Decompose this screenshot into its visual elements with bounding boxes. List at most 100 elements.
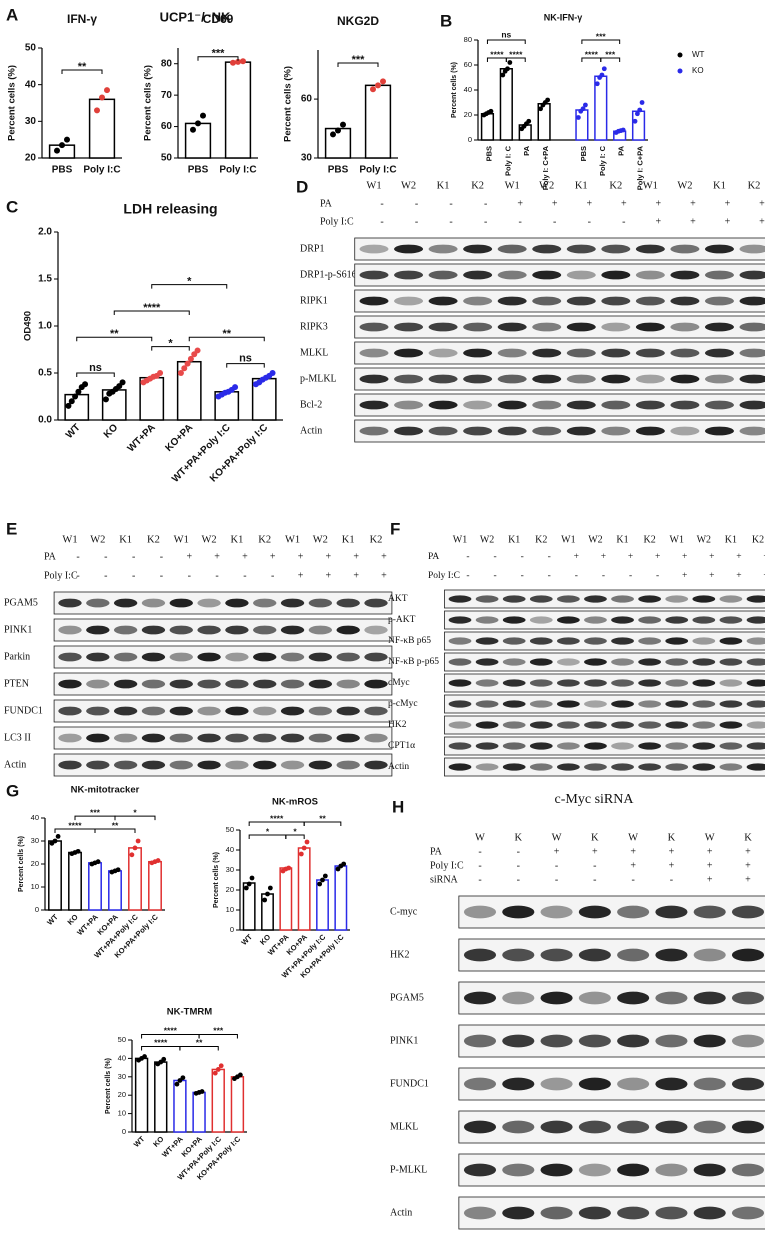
condition-sign: - bbox=[593, 860, 596, 871]
y-tick-label: 30 bbox=[31, 836, 39, 845]
band bbox=[463, 1034, 497, 1048]
lane-label: W bbox=[552, 832, 562, 843]
condition-sign: + bbox=[214, 551, 220, 562]
condition-sign: + bbox=[586, 198, 592, 209]
band bbox=[394, 400, 424, 410]
band bbox=[635, 296, 665, 306]
y-axis-label: OD490 bbox=[23, 311, 34, 341]
band bbox=[693, 948, 726, 962]
data-point bbox=[72, 393, 79, 400]
band bbox=[463, 296, 493, 306]
band bbox=[169, 625, 193, 635]
y-tick-label: 40 bbox=[226, 845, 234, 854]
band bbox=[169, 652, 193, 662]
band-label: PINK1 bbox=[390, 1035, 418, 1046]
band bbox=[655, 1034, 688, 1048]
band bbox=[86, 679, 110, 689]
chart: NK-IFN-γ 0 20 40 60 80 Percent cells (%) PBS Pol… bbox=[451, 12, 705, 190]
band bbox=[611, 616, 634, 624]
x-tick-label: Poly I: C+PA bbox=[541, 145, 550, 190]
band bbox=[665, 637, 689, 645]
band bbox=[308, 598, 333, 608]
band bbox=[463, 400, 493, 410]
band bbox=[502, 1077, 535, 1091]
band bbox=[253, 652, 277, 662]
band bbox=[280, 706, 305, 716]
band bbox=[502, 763, 526, 771]
y-tick-label: 50 bbox=[226, 825, 234, 834]
data-point bbox=[634, 111, 640, 117]
condition-sign: - bbox=[602, 571, 605, 581]
band bbox=[58, 760, 82, 770]
band bbox=[746, 679, 765, 687]
lane-label: W1 bbox=[62, 534, 77, 545]
band bbox=[611, 700, 634, 708]
band bbox=[655, 1077, 688, 1091]
data-point bbox=[212, 1070, 218, 1076]
band bbox=[428, 400, 458, 410]
band bbox=[428, 244, 458, 254]
condition-sign: - bbox=[132, 570, 135, 581]
panel-label: E bbox=[6, 519, 17, 538]
x-tick-label: WT+PA bbox=[75, 912, 100, 937]
condition-sign: + bbox=[725, 198, 731, 209]
chart-title: NK-IFN-γ bbox=[544, 12, 583, 22]
significance-label: **** bbox=[154, 1038, 168, 1048]
data-point bbox=[304, 839, 310, 845]
data-point bbox=[65, 402, 72, 409]
significance-label: *** bbox=[596, 31, 607, 41]
band bbox=[739, 348, 765, 358]
panel-label: B bbox=[440, 11, 452, 30]
western-blot: W1 W2 K1 K2 W1 W2 K1 K2 W1 W2 K1 K2 PA - - - - + + + + + + + + Po… bbox=[388, 534, 765, 777]
band bbox=[693, 905, 726, 919]
band bbox=[638, 616, 662, 624]
significance-label: **** bbox=[68, 820, 82, 830]
condition-sign: - bbox=[670, 874, 673, 885]
band bbox=[617, 1034, 650, 1048]
band bbox=[364, 598, 388, 608]
chart-title: CD69 bbox=[203, 12, 234, 26]
significance-bracket bbox=[114, 815, 156, 821]
data-point bbox=[375, 82, 381, 89]
data-point bbox=[237, 1072, 243, 1078]
lane-label: W1 bbox=[285, 534, 300, 545]
data-point bbox=[119, 379, 126, 386]
data-point bbox=[240, 58, 246, 65]
western-blot: c-Myc siRNA W K W K W K W K PA - - + + + + + + Poly I:C - - -… bbox=[390, 792, 765, 1230]
legend-label: KO bbox=[692, 66, 704, 75]
lane-label: W2 bbox=[313, 534, 328, 545]
significance-label: ** bbox=[222, 328, 231, 340]
data-point bbox=[161, 1056, 167, 1062]
y-tick-label: 50 bbox=[118, 1035, 126, 1044]
condition-sign: + bbox=[763, 571, 765, 581]
band-label: LC3 II bbox=[4, 732, 31, 743]
band bbox=[611, 721, 634, 729]
band-label: cMyc bbox=[388, 678, 410, 688]
data-point bbox=[335, 127, 341, 134]
x-tick-label: WT bbox=[64, 422, 83, 441]
y-tick-label: 30 bbox=[118, 1072, 126, 1081]
band bbox=[635, 348, 665, 358]
lane-label: K1 bbox=[575, 180, 588, 191]
y-tick-label: 0 bbox=[468, 135, 472, 144]
condition-sign: - bbox=[188, 570, 191, 581]
band bbox=[746, 595, 765, 603]
significance-label: ** bbox=[112, 820, 119, 830]
band bbox=[540, 1206, 573, 1220]
data-point bbox=[246, 881, 252, 887]
band bbox=[635, 322, 665, 332]
band bbox=[463, 991, 497, 1005]
band bbox=[566, 400, 596, 410]
band-label: p-MLKL bbox=[300, 373, 337, 384]
band-label: DRP1 bbox=[300, 243, 324, 254]
x-tick-label: PBS bbox=[484, 146, 493, 161]
y-axis-label: Percent cells (%) bbox=[7, 65, 18, 141]
condition-label: PA bbox=[428, 552, 439, 562]
band bbox=[719, 595, 743, 603]
lane-label: K1 bbox=[508, 534, 520, 545]
condition-sign: + bbox=[745, 860, 751, 871]
data-point bbox=[335, 866, 341, 872]
band bbox=[463, 270, 493, 280]
band bbox=[141, 760, 166, 770]
y-tick-label: 0 bbox=[230, 925, 234, 934]
